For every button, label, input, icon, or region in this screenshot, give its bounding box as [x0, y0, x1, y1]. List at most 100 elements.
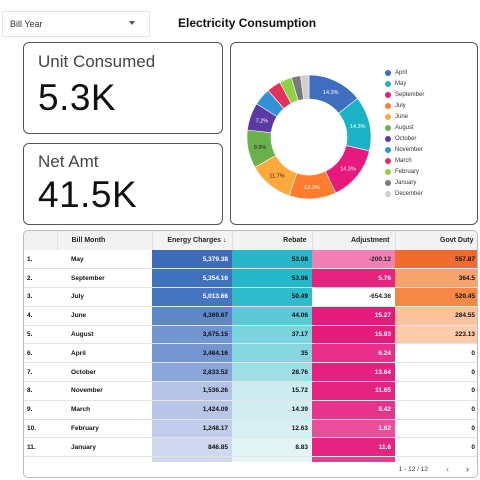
legend-swatch: [385, 190, 391, 197]
legend-item-may[interactable]: May: [385, 78, 424, 89]
cell-adjustment: 8.42: [312, 400, 395, 420]
legend-item-january[interactable]: January: [385, 177, 424, 188]
cell-energy-charges: 1,424.09: [152, 400, 232, 420]
page-range: 1 - 12 / 12: [398, 466, 428, 473]
cell-govt-duty: 0: [395, 400, 477, 420]
legend-swatch: [385, 102, 391, 109]
cell-bill-month: January: [57, 437, 152, 458]
cell-energy-charges: 846.85: [152, 437, 232, 458]
legend-item-august[interactable]: August: [385, 122, 424, 133]
legend-label: December: [395, 190, 423, 197]
cell-energy-charges: 1,248.17: [152, 419, 232, 439]
net-amount-card: Net Amt 41.5K: [23, 143, 223, 225]
legend-item-march[interactable]: March: [385, 155, 424, 166]
cell-bill-month: October: [57, 362, 152, 383]
cell-rebate: 50.49: [232, 287, 312, 307]
table-row[interactable]: 11. January 846.85 8.83 11.6 0: [24, 437, 477, 458]
cell-govt-duty: 284.55: [395, 306, 477, 326]
table-header-row: Bill Month Energy Charges ↓ Rebate Adjus…: [24, 231, 477, 250]
bill-year-filter[interactable]: Bill Year: [2, 11, 150, 37]
prev-page-icon[interactable]: ‹: [446, 464, 449, 474]
next-page-icon[interactable]: ›: [466, 464, 469, 474]
cell-index: 6.: [24, 343, 57, 364]
table-row[interactable]: 8. November 1,536.26 15.72 11.65 0: [24, 381, 477, 401]
legend-label: July: [395, 102, 406, 109]
kpi-value: 5.3K: [38, 77, 117, 118]
col-bill-month-header[interactable]: Bill Month: [57, 231, 153, 250]
slice-label: 14.3%: [340, 166, 356, 172]
cell-bill-month: June: [57, 306, 152, 326]
legend-swatch: [385, 146, 391, 153]
cell-govt-duty: 0: [395, 437, 477, 458]
legend-swatch: [385, 113, 391, 120]
legend-label: November: [395, 146, 423, 153]
cell-rebate: 15.72: [232, 381, 312, 401]
legend-label: September: [395, 91, 425, 98]
col-adjustment-header[interactable]: Adjustment: [312, 231, 396, 250]
table-row[interactable]: 9. March 1,424.09 14.39 8.42 0: [24, 400, 477, 420]
table-row[interactable]: 6. April 3,464.16 35 6.24 0: [24, 343, 477, 364]
table-row[interactable]: 7. October 2,833.52 28.76 13.64 0: [24, 362, 477, 383]
page-title: Electricity Consumption: [178, 16, 317, 30]
legend-item-july[interactable]: July: [385, 100, 424, 111]
cell-rebate: 53.96: [232, 268, 312, 289]
legend-swatch: [385, 179, 391, 186]
donut-chart[interactable]: 14.3% 14.3% 14.3% 12.3% 11.7% 9.9% 7.2%: [231, 43, 479, 226]
cell-bill-month: March: [57, 400, 152, 420]
legend-swatch: [385, 157, 391, 164]
filter-label: Bill Year: [10, 19, 43, 29]
cell-adjustment: 11.6: [312, 437, 395, 458]
pagination: 1 - 12 / 12 ‹ ›: [24, 462, 477, 477]
cell-bill-month: April: [57, 343, 152, 364]
cell-rebate: 28.76: [232, 362, 312, 383]
cell-rebate: 53.98: [232, 250, 312, 270]
cell-adjustment: 1.62: [312, 419, 395, 439]
cell-govt-duty: 557.87: [395, 250, 477, 270]
cell-govt-duty: 520.45: [395, 287, 477, 307]
cell-index: 1.: [24, 250, 57, 270]
table-row[interactable]: 2. September 5,354.16 53.96 5.76 364.5: [24, 268, 477, 289]
legend-item-november[interactable]: November: [385, 144, 424, 155]
cell-adjustment: 11.65: [312, 381, 395, 401]
table-row[interactable]: 10. February 1,248.17 12.63 1.62 0: [24, 419, 477, 439]
cell-adjustment: 5.76: [312, 268, 395, 289]
cell-index: 2.: [24, 268, 57, 289]
chevron-down-icon[interactable]: [129, 21, 135, 25]
table-row[interactable]: 1. May 5,379.38 53.98 -200.12 557.87: [24, 250, 477, 270]
donut-slice-december[interactable]: [300, 74, 310, 100]
legend-item-february[interactable]: February: [385, 166, 424, 177]
legend-item-april[interactable]: April: [385, 67, 424, 78]
cell-index: 5.: [24, 325, 57, 345]
cell-bill-month: February: [57, 419, 152, 439]
legend-item-september[interactable]: September: [385, 89, 424, 100]
cell-rebate: 35: [232, 343, 312, 364]
legend-item-october[interactable]: October: [385, 133, 424, 144]
table-row[interactable]: 3. July 5,013.66 50.49 -654.36 520.45: [24, 287, 477, 307]
cell-adjustment: 15.93: [312, 325, 395, 345]
cell-energy-charges: 2,833.52: [152, 362, 232, 383]
slice-label: 7.2%: [256, 118, 269, 124]
unit-consumed-card: Unit Consumed 5.3K: [23, 42, 223, 134]
legend-item-december[interactable]: December: [385, 188, 424, 199]
legend-swatch: [385, 80, 391, 87]
col-govt-duty-header[interactable]: Govt Duty: [395, 231, 477, 250]
legend-label: January: [395, 179, 417, 186]
legend-swatch: [385, 69, 391, 76]
sort-arrow-icon: ↓: [223, 237, 227, 244]
col-energy-charges-header[interactable]: Energy Charges ↓: [152, 231, 233, 250]
cell-index: 3.: [24, 287, 57, 307]
donut-chart-card: 14.3% 14.3% 14.3% 12.3% 11.7% 9.9% 7.2% April M…: [230, 42, 478, 225]
cell-index: 9.: [24, 400, 57, 420]
cell-energy-charges: 5,379.38: [152, 250, 232, 270]
legend-label: April: [395, 69, 408, 76]
cell-bill-month: September: [57, 268, 152, 289]
table-row[interactable]: 4. June 4,369.67 44.06 15.27 284.55: [24, 306, 477, 326]
table-row[interactable]: 5. August 3,675.15 37.17 15.93 223.13: [24, 325, 477, 345]
legend-label: October: [395, 135, 417, 142]
chart-legend: April May September July June August October No…: [385, 67, 424, 199]
legend-item-june[interactable]: June: [385, 111, 424, 122]
col-rebate-header[interactable]: Rebate: [232, 231, 313, 250]
cell-govt-duty: 0: [395, 419, 477, 439]
slice-label: 14.3%: [350, 124, 366, 130]
cell-govt-duty: 0: [395, 381, 477, 401]
